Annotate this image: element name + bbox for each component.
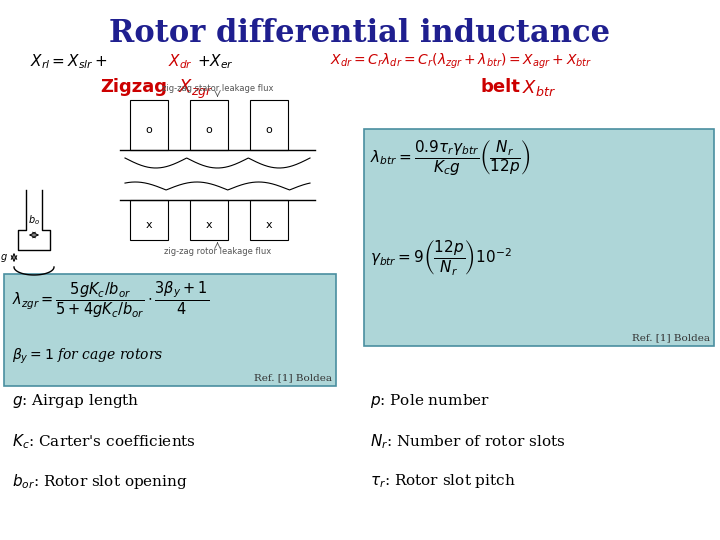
Bar — [190, 200, 228, 240]
Text: $X_{zgr}$: $X_{zgr}$ — [178, 78, 214, 101]
Text: $g$: $g$ — [0, 252, 8, 264]
Text: $N_r$: Number of rotor slots: $N_r$: Number of rotor slots — [370, 432, 565, 451]
Text: zig-zag stator leakage flux: zig-zag stator leakage flux — [162, 84, 274, 93]
Text: $\gamma_{btr} = 9\left(\dfrac{12p}{N_r}\right)10^{-2}$: $\gamma_{btr} = 9\left(\dfrac{12p}{N_r}\… — [370, 238, 512, 277]
Bar — [250, 200, 288, 240]
Text: $\beta_y = 1$ for cage rotors: $\beta_y = 1$ for cage rotors — [12, 347, 163, 366]
Text: $X_{btr}$: $X_{btr}$ — [522, 78, 556, 98]
Text: $X_{rl} = X_{slr} + $: $X_{rl} = X_{slr} + $ — [30, 52, 107, 71]
Text: x: x — [266, 220, 272, 230]
Text: x: x — [145, 220, 153, 230]
Text: x: x — [206, 220, 212, 230]
Text: $b_{or}$: Rotor slot opening: $b_{or}$: Rotor slot opening — [12, 472, 188, 491]
Text: o: o — [206, 125, 212, 135]
Text: $\tau_r$: Rotor slot pitch: $\tau_r$: Rotor slot pitch — [370, 472, 516, 490]
Text: o: o — [145, 125, 153, 135]
Text: Rotor differential inductance: Rotor differential inductance — [109, 18, 611, 49]
Text: $+ X_{er}$: $+ X_{er}$ — [197, 52, 234, 71]
FancyBboxPatch shape — [364, 129, 714, 346]
Text: Zigzag: Zigzag — [100, 78, 167, 96]
Text: $\lambda_{btr} = \dfrac{0.9\tau_r\gamma_{btr}}{K_c g}\left(\dfrac{N_r}{12p}\righ: $\lambda_{btr} = \dfrac{0.9\tau_r\gamma_… — [370, 138, 531, 177]
Bar — [130, 200, 168, 240]
Text: $K_c$: Carter's coefficients: $K_c$: Carter's coefficients — [12, 432, 196, 451]
Text: o: o — [266, 125, 272, 135]
Text: Ref. [1] Boldea: Ref. [1] Boldea — [632, 333, 710, 342]
Text: $b_o$: $b_o$ — [28, 213, 40, 227]
Text: belt: belt — [480, 78, 520, 96]
Text: $p$: Pole number: $p$: Pole number — [370, 392, 490, 410]
Bar — [190, 100, 228, 150]
Text: zig-zag rotor leakage flux: zig-zag rotor leakage flux — [164, 247, 271, 256]
Text: $\lambda_{zgr} = \dfrac{5gK_c/b_{or}}{5+4gK_c/b_{or}} \cdot \dfrac{3\beta_y+1}{4: $\lambda_{zgr} = \dfrac{5gK_c/b_{or}}{5+… — [12, 280, 209, 320]
Text: $X_{dr}$: $X_{dr}$ — [168, 52, 193, 71]
Text: $g$: Airgap length: $g$: Airgap length — [12, 392, 140, 410]
Bar — [250, 100, 288, 150]
Text: Ref. [1] Boldea: Ref. [1] Boldea — [254, 373, 332, 382]
Bar — [130, 100, 168, 150]
FancyBboxPatch shape — [4, 274, 336, 386]
Text: $X_{dr} = C_r\lambda_{dr} = C_r(\lambda_{zgr} + \lambda_{btr}) = X_{agr} + X_{bt: $X_{dr} = C_r\lambda_{dr} = C_r(\lambda_… — [330, 52, 592, 71]
